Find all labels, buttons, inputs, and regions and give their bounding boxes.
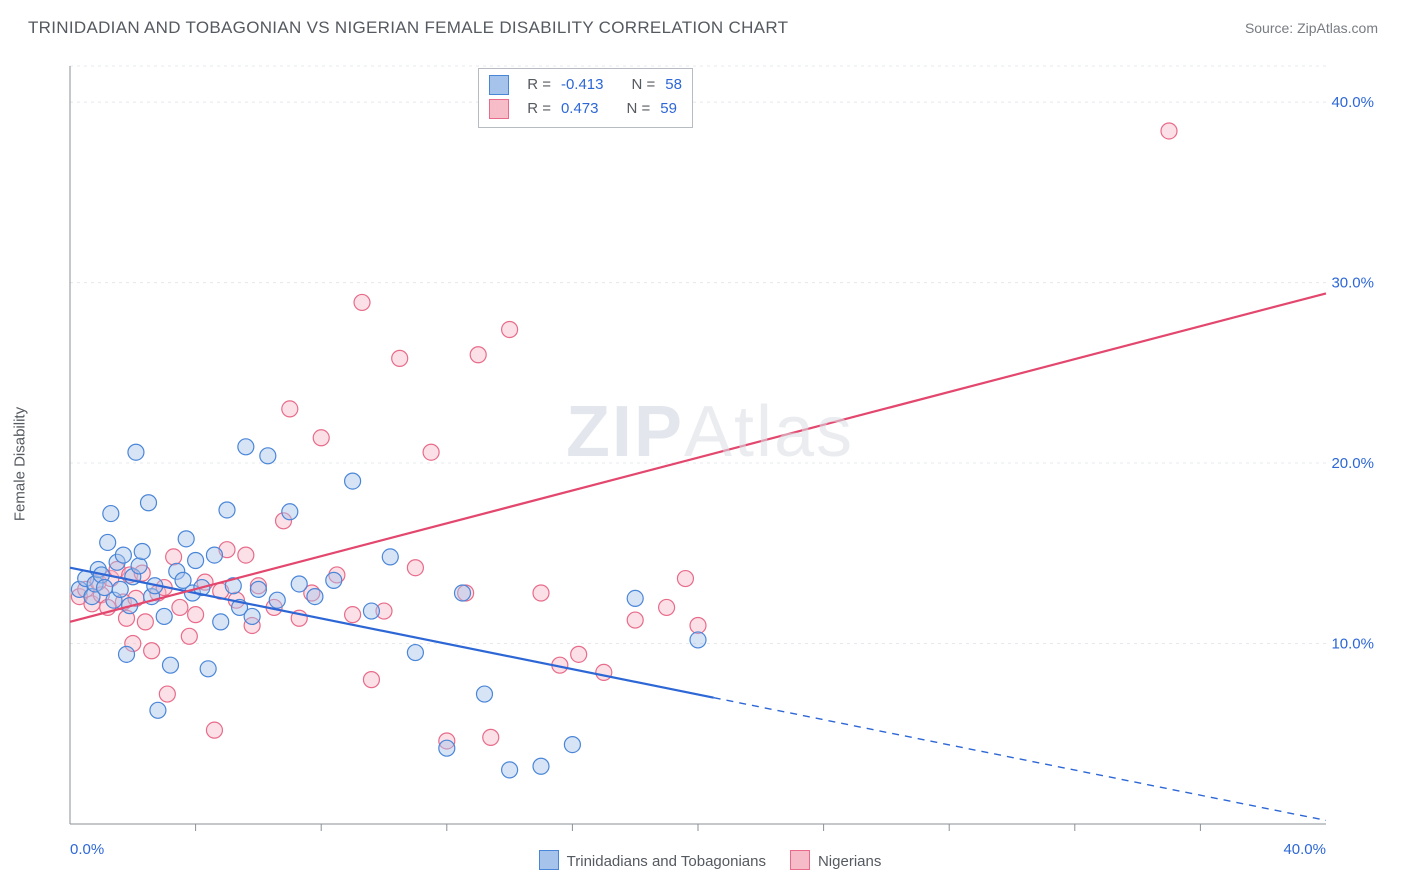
legend-item: Nigerians [790,850,881,870]
y-axis-label: Female Disability [12,407,29,521]
n-value: 58 [665,73,682,97]
r-label: R = [527,73,551,97]
stats-row: R = 0.473 N = 59 [489,97,682,121]
legend-swatch [489,75,509,95]
legend-swatch [790,850,810,870]
n-label: N = [632,73,656,97]
legend-label: Trinidadians and Tobagonians [567,853,766,870]
svg-text:10.0%: 10.0% [1331,636,1374,653]
n-label: N = [627,97,651,121]
legend-item: Trinidadians and Tobagonians [539,850,766,870]
svg-text:40.0%: 40.0% [1331,94,1374,111]
source-label: Source: ZipAtlas.com [1245,20,1378,36]
r-label: R = [527,97,551,121]
n-value: 59 [660,97,677,121]
stats-row: R = -0.413 N = 58 [489,73,682,97]
legend-swatch [539,850,559,870]
chart-svg: 0.0%40.0%10.0%20.0%30.0%40.0% [38,60,1382,868]
legend-label: Nigerians [818,853,881,870]
r-value: -0.413 [561,73,604,97]
r-value: 0.473 [561,97,599,121]
legend-swatch [489,99,509,119]
header-row: TRINIDADIAN AND TOBAGONIAN VS NIGERIAN F… [0,0,1406,46]
chart-title: TRINIDADIAN AND TOBAGONIAN VS NIGERIAN F… [28,18,788,38]
svg-text:20.0%: 20.0% [1331,455,1374,472]
svg-text:30.0%: 30.0% [1331,275,1374,292]
chart-area: Female Disability 0.0%40.0%10.0%20.0%30.… [38,60,1382,868]
bottom-legend: Trinidadians and Tobagonians Nigerians [38,850,1382,870]
stats-legend-box: R =-0.413N =58R = 0.473N =59 [478,68,693,128]
